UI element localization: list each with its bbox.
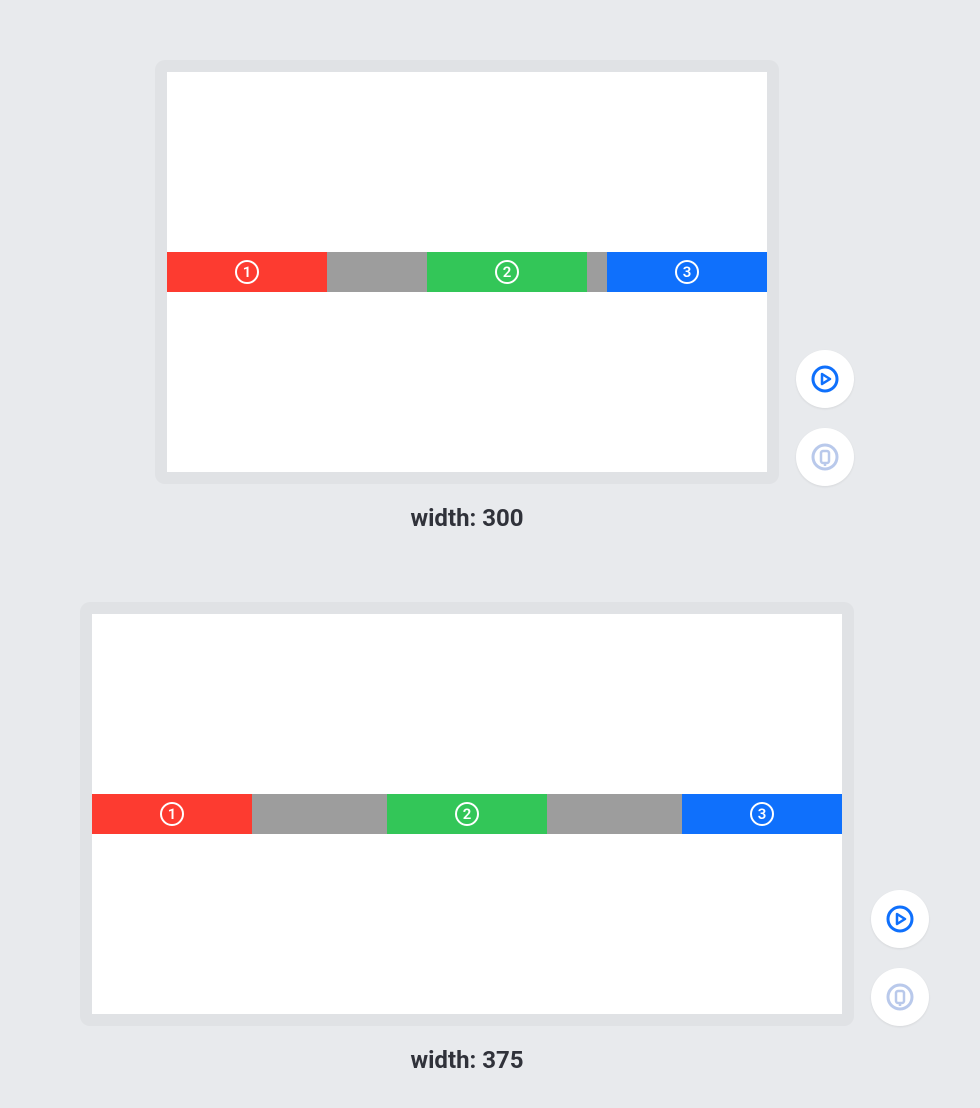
segment-2: 2: [427, 252, 587, 292]
segment-2: 2: [387, 794, 547, 834]
controls-375: [871, 890, 929, 1026]
copy-icon: [810, 442, 840, 472]
example-300: 1 2 3 width: 300: [155, 60, 779, 532]
segment-3: 3: [682, 794, 842, 834]
preview-canvas: 1 2 3: [167, 72, 767, 472]
preview-canvas: 1 2 3: [92, 614, 842, 1014]
play-icon: [885, 904, 915, 934]
copy-button[interactable]: [796, 428, 854, 486]
preview-caption: width: 375: [80, 1046, 854, 1074]
controls-300: [796, 350, 854, 486]
segment-3-label: 3: [750, 802, 774, 826]
play-icon: [810, 364, 840, 394]
segment-3-label: 3: [675, 260, 699, 284]
layout-strip: 1 2 3: [92, 794, 842, 834]
play-button[interactable]: [871, 890, 929, 948]
preview-caption: width: 300: [155, 504, 779, 532]
segment-1-label: 1: [160, 802, 184, 826]
example-375: 1 2 3 width: 375: [80, 602, 854, 1074]
play-button[interactable]: [796, 350, 854, 408]
segment-1: 1: [92, 794, 252, 834]
segment-1-label: 1: [235, 260, 259, 284]
preview-frame: 1 2 3: [80, 602, 854, 1026]
copy-icon: [885, 982, 915, 1012]
segment-2-label: 2: [455, 802, 479, 826]
segment-2-label: 2: [495, 260, 519, 284]
segment-1: 1: [167, 252, 327, 292]
preview-frame: 1 2 3: [155, 60, 779, 484]
segment-3: 3: [607, 252, 767, 292]
copy-button[interactable]: [871, 968, 929, 1026]
layout-strip: 1 2 3: [167, 252, 767, 292]
